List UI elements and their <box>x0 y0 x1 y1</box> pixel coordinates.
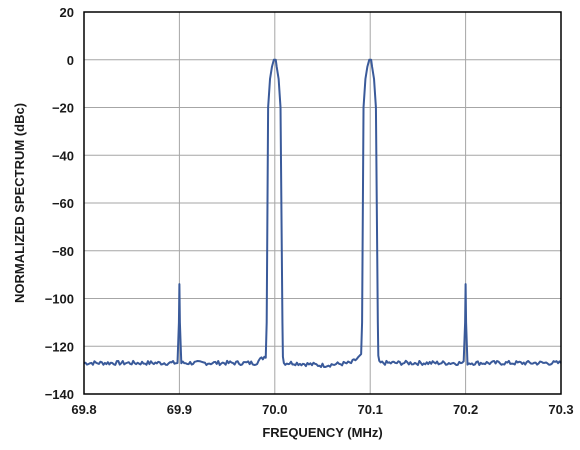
x-axis-title: FREQUENCY (MHz) <box>262 425 382 440</box>
y-tick-labels: 20 0 −20 −40 −60 −80 −100 −120 −140 <box>45 5 74 402</box>
y-tick-label: −100 <box>45 292 74 307</box>
series-layer <box>83 58 562 369</box>
y-tick-label: −20 <box>52 101 74 116</box>
x-tick-label: 70.1 <box>358 402 383 417</box>
y-tick-label: 0 <box>67 53 74 68</box>
y-axis-title: NORMALIZED SPECTRUM (dBc) <box>12 103 27 303</box>
grid-lines <box>84 12 561 394</box>
x-tick-label: 70.0 <box>262 402 287 417</box>
y-tick-label: −140 <box>45 387 74 402</box>
x-tick-label: 69.8 <box>71 402 96 417</box>
x-tick-label: 69.9 <box>167 402 192 417</box>
x-tick-label: 70.2 <box>453 402 478 417</box>
spectrum-series-line <box>83 58 562 369</box>
y-tick-label: −120 <box>45 339 74 354</box>
x-tick-label: 70.3 <box>548 402 573 417</box>
y-tick-label: −40 <box>52 148 74 163</box>
plot-frame <box>83 11 562 395</box>
y-tick-label: 20 <box>60 5 74 20</box>
x-tick-labels: 69.8 69.9 70.0 70.1 70.2 70.3 <box>71 402 573 417</box>
y-tick-label: −60 <box>52 196 74 211</box>
y-tick-label: −80 <box>52 244 74 259</box>
